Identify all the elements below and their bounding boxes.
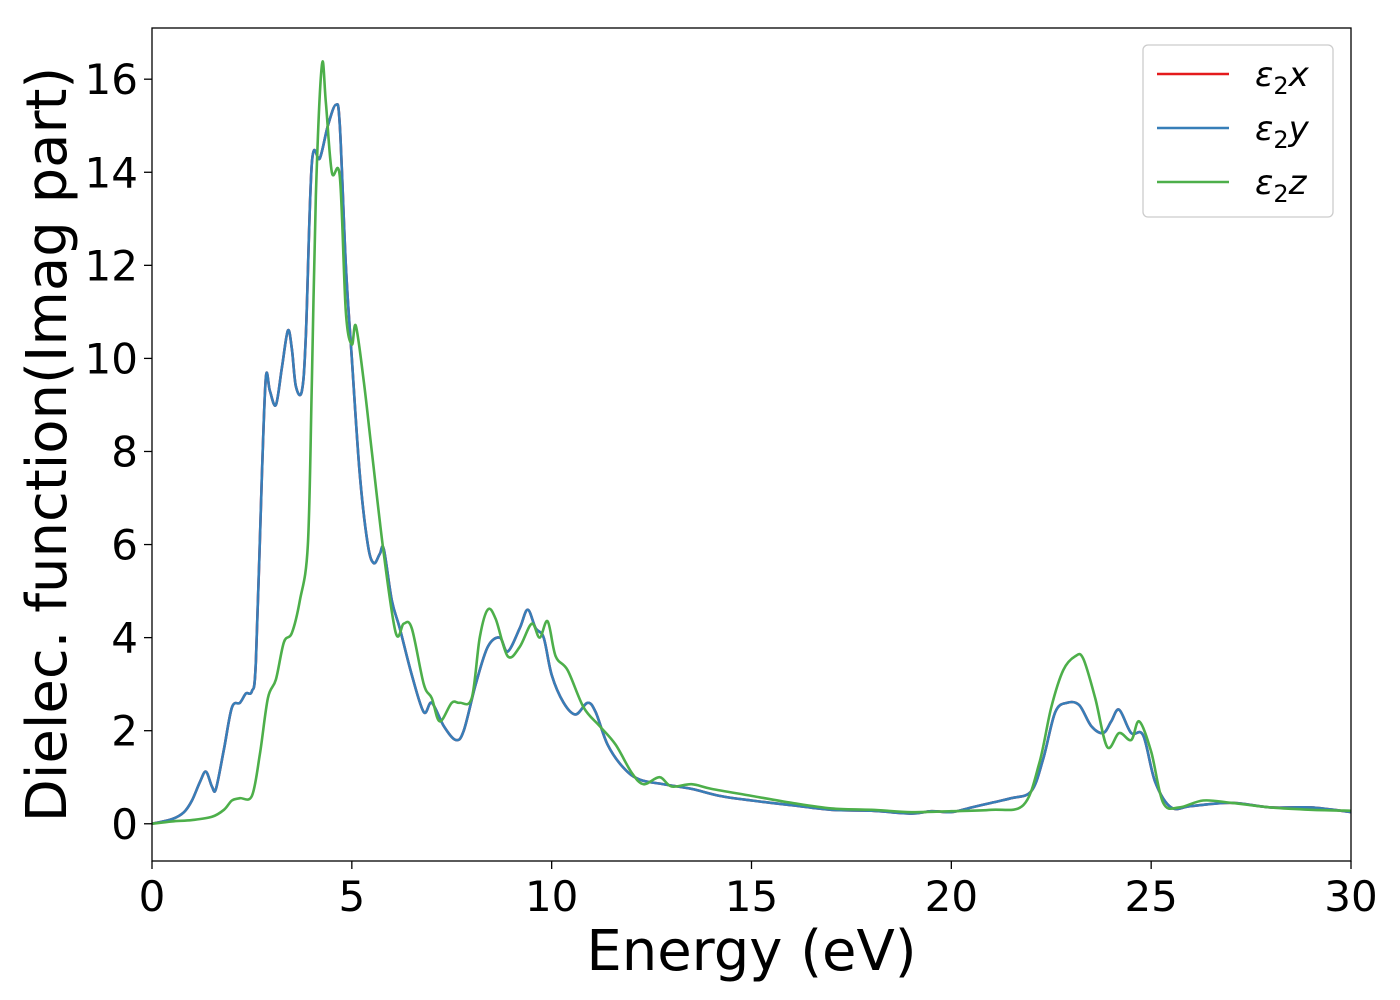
y-tick-label: 16 <box>85 55 138 104</box>
y-tick-label: 0 <box>111 800 138 849</box>
y-tick-label: 14 <box>85 148 138 197</box>
x-tick-label: 15 <box>725 872 778 921</box>
x-tick-label: 5 <box>338 872 365 921</box>
x-tick-label: 20 <box>925 872 978 921</box>
legend-box <box>1142 44 1334 218</box>
legend: ε2x ε2y ε2z <box>1142 44 1334 218</box>
y-tick-label: 8 <box>111 427 138 476</box>
y-tick-label: 12 <box>85 241 138 290</box>
x-axis-title: Energy (eV) <box>586 919 916 984</box>
series-layer <box>152 60 1351 826</box>
legend-label-y: ε2y <box>1255 109 1310 154</box>
y-tick-label: 4 <box>111 614 138 663</box>
legend-label-z: ε2z <box>1255 163 1308 208</box>
y-tick-label: 6 <box>111 521 138 570</box>
y-tick-label: 2 <box>111 707 138 756</box>
x-tick-label: 0 <box>139 872 166 921</box>
legend-label-x: ε2x <box>1255 55 1310 100</box>
x-tick-label: 10 <box>525 872 578 921</box>
x-axis-ticks: 0 5 10 15 20 25 30 <box>139 861 1378 921</box>
y-axis-ticks: 0 2 4 6 8 10 12 14 16 <box>85 55 152 849</box>
x-tick-label: 30 <box>1324 872 1377 921</box>
y-axis-title: Dielec. function(Imag part) <box>15 67 80 823</box>
y-tick-label: 10 <box>85 334 138 383</box>
series-line-z <box>152 60 1351 826</box>
x-tick-label: 25 <box>1124 872 1177 921</box>
